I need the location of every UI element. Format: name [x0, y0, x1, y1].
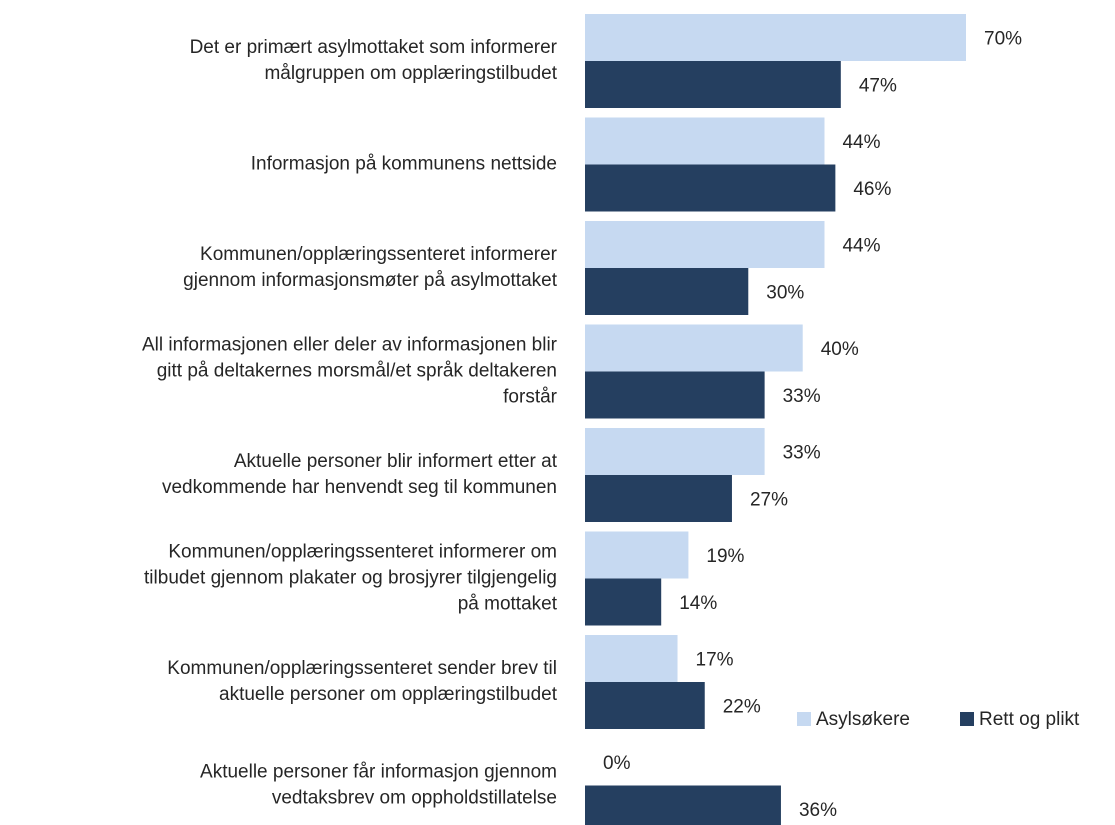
bar [585, 578, 662, 626]
value-label: 44% [842, 132, 880, 153]
legend-label: Rett og plikt [979, 709, 1080, 730]
bar [585, 682, 705, 729]
bar [585, 221, 825, 268]
value-label: 30% [766, 283, 804, 304]
category-label: Det er primært asylmottaket som informer… [190, 37, 558, 58]
category-label: gjennom informasjonsmøter på asylmottake… [183, 270, 558, 291]
bar [585, 117, 825, 165]
legend-swatch [960, 712, 974, 726]
category-label: vedkommende har henvendt seg til kommune… [162, 477, 557, 498]
category-label: Kommunen/opplæringssenteret sender brev … [167, 658, 557, 679]
value-label: 44% [842, 236, 880, 257]
value-label: 33% [783, 443, 821, 464]
value-label: 27% [750, 490, 788, 511]
bar [585, 428, 765, 475]
value-label: 0% [603, 753, 631, 774]
value-label: 46% [853, 179, 891, 200]
category-label: All informasjonen eller deler av informa… [142, 335, 558, 356]
category-label: gitt på deltakernes morsmål/et språk del… [157, 361, 557, 382]
category-label: Kommunen/opplæringssenteret informerer [200, 244, 558, 265]
bar [585, 324, 803, 372]
category-label: Informasjon på kommunens nettside [251, 154, 557, 175]
value-label: 14% [679, 593, 717, 614]
value-label: 36% [799, 800, 837, 821]
bar [585, 164, 836, 212]
value-label: 40% [821, 339, 859, 360]
bar [585, 531, 689, 579]
category-label: forstår [503, 387, 558, 408]
bar [585, 635, 678, 682]
bar [585, 14, 966, 61]
value-label: 22% [723, 697, 761, 718]
category-label: på mottaket [458, 594, 558, 615]
value-label: 33% [783, 386, 821, 407]
category-label: aktuelle personer om opplæringstilbudet [219, 684, 558, 705]
bar [585, 371, 765, 419]
bar [585, 785, 781, 825]
bar [585, 268, 749, 315]
bar [585, 475, 732, 522]
value-label: 47% [859, 76, 897, 97]
category-label: vedtaksbrev om oppholdstillatelse [272, 788, 557, 809]
category-label: Kommunen/opplæringssenteret informerer o… [168, 542, 557, 563]
value-label: 17% [696, 650, 734, 671]
category-label: tilbudet gjennom plakater og brosjyrer t… [144, 568, 557, 589]
legend-label: Asylsøkere [816, 709, 910, 730]
category-label: målgruppen om opplæringstilbudet [264, 63, 557, 84]
value-label: 19% [706, 546, 744, 567]
category-label: Aktuelle personer får informasjon gjenno… [200, 762, 557, 783]
category-label: Aktuelle personer blir informert etter a… [234, 451, 558, 472]
legend-swatch [797, 712, 811, 726]
value-label: 70% [984, 29, 1022, 50]
bar [585, 61, 841, 108]
